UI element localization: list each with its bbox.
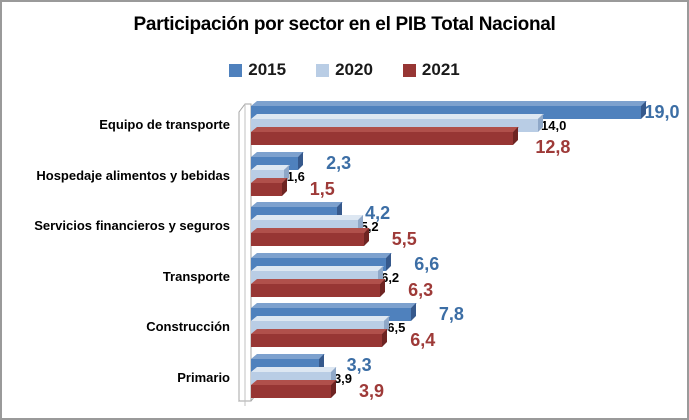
axis-wall-3d <box>237 103 261 406</box>
category-label: Equipo de transporte <box>99 117 230 133</box>
chart-title: Participación por sector en el PIB Total… <box>133 14 556 35</box>
bar-2021 <box>251 182 282 196</box>
bar-2021 <box>251 384 331 398</box>
value-label-2021: 12,8 <box>535 137 571 157</box>
value-label-2015: 3,3 <box>346 354 372 375</box>
legend-swatch-icon <box>229 63 243 77</box>
category-labels: Equipo de transporte Hospedaje alimentos … <box>2 100 232 403</box>
bar-group: 7,8 6,5 6,4 <box>251 302 687 353</box>
legend-label: 2020 <box>335 60 373 79</box>
category-label: Hospedaje alimentos y bebidas <box>36 167 230 183</box>
legend-swatch-icon <box>316 63 330 77</box>
value-label-2021: 3,9 <box>358 380 384 401</box>
bar-group: 4,2 5,2 5,5 <box>251 201 687 252</box>
bar-row-2021: 1,5 <box>251 178 687 199</box>
plot-area: Equipo de transporte Hospedaje alimentos … <box>2 98 687 414</box>
value-label-2021: 6,3 <box>408 279 434 300</box>
value-label-2020: 6,5 <box>387 320 406 335</box>
legend-label: 2015 <box>248 60 287 79</box>
legend-item-2021: 2021 <box>402 60 460 80</box>
bar-2021 <box>251 233 364 246</box>
bar-row-2021: 5,5 <box>251 229 687 249</box>
category-label: Transporte <box>162 268 230 284</box>
category-label: Construcción <box>146 319 230 335</box>
value-label-2015: 4,2 <box>365 203 391 223</box>
category-label: Primario <box>177 369 230 385</box>
value-label-2021: 5,5 <box>391 229 417 249</box>
bar-2021 <box>251 132 514 145</box>
bar-group: 19,0 14,0 12,8 <box>251 100 687 156</box>
bar-row-2021: 6,4 <box>251 330 687 350</box>
value-label-2015: 2,3 <box>326 152 352 173</box>
bar-row-2021: 3,9 <box>251 380 687 401</box>
value-label-2015: 6,6 <box>414 253 440 274</box>
value-label-2015: 19,0 <box>644 102 680 122</box>
category-label: Servicios financieros y seguros <box>34 218 230 234</box>
legend-swatch-icon <box>402 63 416 77</box>
value-label-2020: 1,6 <box>286 168 305 184</box>
value-label-2015: 7,8 <box>438 304 464 324</box>
legend-item-2015: 2015 <box>229 60 286 80</box>
value-label-2021: 6,4 <box>410 330 436 350</box>
value-label-2020: 6,2 <box>381 269 400 285</box>
legend-label: 2021 <box>421 60 460 79</box>
legend: 2015 2020 2021 <box>2 60 687 80</box>
bar-2021 <box>251 334 383 347</box>
bar-row-2021: 12,8 <box>251 132 687 156</box>
bar-group: 6,6 6,2 6,3 <box>251 252 687 303</box>
bar-group: 3,3 3,9 3,9 <box>251 353 687 404</box>
bar-2021 <box>251 283 381 297</box>
value-label-2020: 14,0 <box>541 118 567 133</box>
value-label-2021: 1,5 <box>309 178 335 199</box>
bar-row-2015: 2,3 <box>251 152 687 173</box>
bar-row-2021: 6,3 <box>251 279 687 300</box>
value-label-2020: 3,9 <box>333 370 353 386</box>
legend-item-2020: 2020 <box>316 60 373 80</box>
bar-group: 2,3 1,6 1,5 <box>251 151 687 202</box>
bar-groups: 19,0 14,0 12,8 2,3 1,6 1,5 4,2 5,2 5,5 6,6 6,2 6,3 7… <box>251 100 687 403</box>
